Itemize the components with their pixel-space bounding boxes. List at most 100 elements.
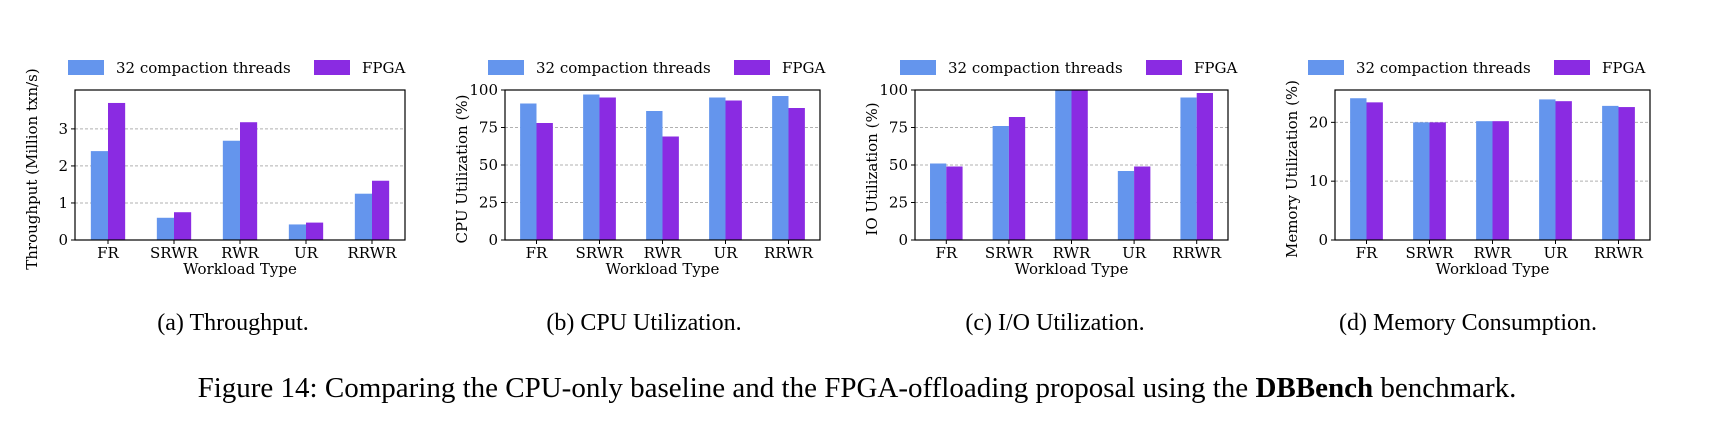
x-tick-label: FR [526,244,548,262]
legend-swatch-fpga [1554,60,1590,75]
bar-fpga-srwr [1429,122,1446,240]
y-axis-label: CPU Utilization (%) [453,95,471,244]
bar-cpu-fr [930,163,947,240]
legend-label-cpu: 32 compaction threads [116,59,291,77]
x-tick-label: FR [97,244,119,262]
y-axis-label: Memory Utilization (%) [1283,80,1301,258]
bar-fpga-fr [536,123,553,240]
bar-cpu-rwr [1476,121,1493,240]
chart-panel-3: FR SRWR RWR UR RRWR 0 25 50 75 100 Workload Type IO… [863,59,1237,278]
bar-fpga-srwr [174,212,192,240]
legend-swatch-fpga [734,60,770,75]
x-axis-label: Workload Type [606,260,720,278]
bar-cpu-ur [1539,99,1556,240]
bar-fpga-rrwr [788,108,805,240]
bar-fpga-ur [306,222,324,240]
caption-a: (a) Throughput. [157,310,309,336]
plot-frame [74,89,406,241]
figure-caption-suffix: benchmark. [1373,372,1517,404]
figure-caption-prefix: Figure 14: Comparing the CPU-only baseli… [197,372,1256,404]
y-tick-label: 0 [488,231,498,249]
bar-fpga-rrwr [372,180,390,240]
legend-swatch-cpu [1308,60,1344,75]
figure-caption: Figure 14: Comparing the CPU-only baseli… [0,372,1714,405]
y-tick-label: 2 [58,157,68,175]
y-axis-label: Throughput (Million txn/s) [23,68,41,269]
y-tick-label: 50 [479,156,498,174]
x-tick-label: RRWR [1594,244,1644,262]
y-axis-label: IO Utilization (%) [863,102,881,235]
y-tick-label: 25 [889,194,908,212]
bar-fpga-rrwr [1618,107,1635,240]
y-tick-label: 0 [58,231,68,249]
bar-cpu-rwr [1055,90,1072,240]
bar-fpga-rrwr [1196,93,1213,240]
x-axis-label: Workload Type [183,260,297,278]
legend-label-fpga: FPGA [1194,59,1237,77]
bar-cpu-ur [288,224,306,240]
bar-cpu-rwr [646,111,663,240]
y-tick-label: 50 [889,156,908,174]
legend-label-fpga: FPGA [782,59,825,77]
bar-fpga-rwr [1071,90,1088,240]
y-tick-label: 25 [479,194,498,212]
legend-swatch-fpga [1146,60,1182,75]
legend-label-cpu: 32 compaction threads [948,59,1123,77]
x-tick-label: FR [1356,244,1378,262]
y-tick-label: 75 [889,119,908,137]
bar-fpga-fr [946,166,963,240]
legend-label-cpu: 32 compaction threads [1356,59,1531,77]
legend-label-fpga: FPGA [362,59,405,77]
x-tick-label: RRWR [1172,244,1222,262]
y-tick-label: 0 [1318,231,1328,249]
y-tick-label: 100 [879,81,908,99]
legend-swatch-cpu [900,60,936,75]
plot-frame [1334,89,1651,241]
caption-c: (c) I/O Utilization. [965,310,1145,336]
y-tick-label: 100 [469,81,498,99]
bar-fpga-srwr [599,97,616,240]
bar-fpga-rwr [662,136,679,240]
bar-cpu-srwr [583,94,600,240]
chart-panel-4: FR SRWR RWR UR RRWR 0 10 20 Workload Type Memory … [1283,59,1651,278]
x-tick-label: SRWR [576,244,625,262]
bar-fpga-rwr [240,122,258,240]
x-axis-label: Workload Type [1015,260,1129,278]
y-tick-label: 20 [1309,113,1328,131]
x-tick-label: UR [294,244,319,262]
x-tick-label: SRWR [985,244,1034,262]
x-tick-label: UR [714,244,739,262]
bar-cpu-rwr [222,140,240,240]
bar-cpu-srwr [1413,122,1430,240]
bar-cpu-ur [709,97,726,240]
bar-fpga-fr [1366,102,1383,241]
bar-cpu-srwr [992,126,1009,240]
x-tick-label: RRWR [348,244,398,262]
chart-panel-1: FR SRWR RWR UR RRWR 0 1 2 3 Workload Type Throughp… [23,59,406,278]
y-tick-label: 75 [479,119,498,137]
figure-caption-bold: DBBench [1255,372,1374,404]
bar-cpu-rrwr [1180,97,1197,240]
bar-fpga-ur [1555,101,1572,240]
x-tick-label: UR [1544,244,1569,262]
bar-fpga-ur [1134,166,1151,240]
legend-swatch-fpga [314,60,350,75]
y-tick-label: 0 [898,231,908,249]
x-tick-label: RWR [1474,244,1512,262]
bar-cpu-rrwr [772,96,789,240]
caption-d: (d) Memory Consumption. [1339,310,1597,336]
bar-fpga-ur [725,100,742,240]
x-tick-label: SRWR [1406,244,1455,262]
chart-panel-2: FR SRWR RWR UR RRWR 0 25 50 75 100 Workload Type CP… [453,59,825,278]
x-tick-label: UR [1122,244,1147,262]
legend-label-fpga: FPGA [1602,59,1645,77]
x-axis-label: Workload Type [1436,260,1550,278]
y-tick-label: 10 [1309,172,1328,190]
bar-cpu-rrwr [354,193,372,240]
bar-fpga-rwr [1492,121,1509,240]
legend-swatch-cpu [68,60,104,75]
y-tick-label: 1 [58,194,68,212]
x-tick-label: FR [935,244,957,262]
bar-cpu-fr [90,151,108,240]
bar-cpu-ur [1117,171,1135,240]
